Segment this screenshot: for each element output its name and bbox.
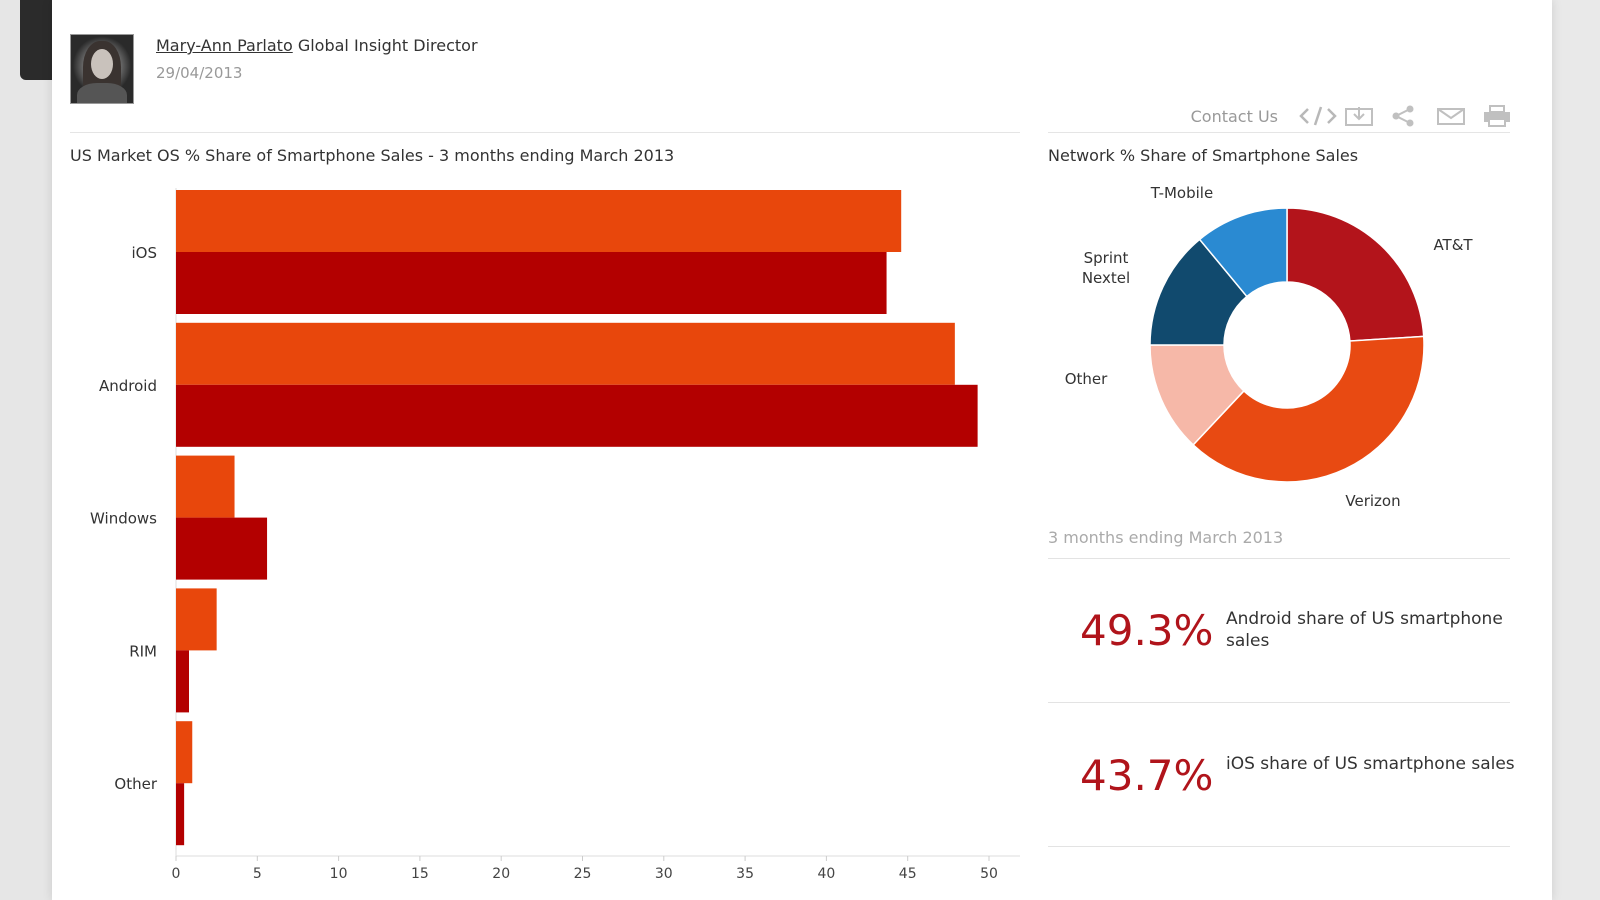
publish-date: 29/04/2013 [156,64,243,82]
x-tick-label: 10 [330,866,348,882]
x-tick-label: 5 [253,866,262,882]
print-icon[interactable] [1482,105,1510,127]
avatar-body [77,83,127,103]
bar-windows-series-2[interactable] [176,517,268,580]
x-tick-label: 35 [736,866,754,882]
x-tick-label: 20 [492,866,510,882]
donut-chart-note: 3 months ending March 2013 [1048,528,1284,547]
bar-android-series-1[interactable] [176,322,955,385]
x-tick-label: 40 [817,866,835,882]
bar-other-series-2[interactable] [176,783,185,846]
x-tick-label: 50 [980,866,998,882]
avatar [70,34,134,104]
stat-ios: 43.7% iOS share of US smartphone sales [1048,751,1515,841]
stat-android: 49.3% Android share of US smartphone sal… [1048,606,1510,696]
divider [1048,558,1510,559]
x-tick-label: 30 [655,866,673,882]
x-tick-label: 25 [574,866,592,882]
x-tick-label: 45 [899,866,917,882]
author-role: Global Insight Director [297,36,478,55]
x-tick-label: 15 [411,866,429,882]
divider [1048,132,1510,133]
donut-chart-title: Network % Share of Smartphone Sales [1048,146,1359,165]
share-icon[interactable] [1390,105,1416,127]
stat-description: iOS share of US smartphone sales [1226,754,1515,774]
category-label: Android [99,377,157,395]
category-label: Other [114,775,157,793]
bar-ios-series-1[interactable] [176,190,902,252]
author-line: Mary-Ann Parlato Global Insight Director [156,36,478,55]
donut-slice-verizon[interactable] [1192,335,1425,483]
background-left [0,0,52,900]
background-right [1552,0,1600,900]
divider [1048,702,1510,703]
divider [70,132,1020,133]
donut-label: Other [1065,370,1108,388]
background-shade [20,0,52,80]
bar-rim-series-1[interactable] [176,588,217,651]
download-icon[interactable] [1344,105,1373,127]
bar-windows-series-1[interactable] [176,455,235,518]
donut-label: Verizon [1345,492,1400,510]
network-share-donut-chart: AT&T Verizon Other Sprint Nextel T-Mobile [1065,184,1474,510]
avatar-face [91,49,113,79]
author-name-link[interactable]: Mary-Ann Parlato [156,36,293,55]
category-label: RIM [129,642,157,660]
stat-value: 43.7% [1080,751,1214,800]
stat-description: Android share of US smartphone sales [1226,609,1503,651]
bar-rim-series-2[interactable] [176,650,190,713]
donut-slice-t-mobile[interactable] [1198,207,1288,298]
bar-chart-title: US Market OS % Share of Smartphone Sales… [70,146,675,165]
embed-icon[interactable] [1298,105,1337,127]
content-card: Mary-Ann Parlato Global Insight Director… [52,0,1552,900]
donut-label: T-Mobile [1150,184,1213,202]
toolbar: Contact Us [1190,104,1510,128]
bar-android-series-2[interactable] [176,384,978,447]
bar-ios-series-2[interactable] [176,252,887,314]
contact-us-link[interactable]: Contact Us [1190,106,1278,126]
donut-slice-at-t[interactable] [1286,207,1425,342]
category-label: Windows [90,510,157,528]
os-share-bar-chart: iOS Android Windows RIM Other 0 5 10 15 20 25 30 35 4… [90,188,1020,882]
stat-value: 49.3% [1080,606,1214,655]
divider [1048,846,1510,847]
x-tick-label: 0 [172,866,181,882]
donut-label: AT&T [1433,236,1473,254]
category-label: iOS [132,244,158,262]
donut-label: Sprint Nextel [1082,249,1130,287]
bar-other-series-1[interactable] [176,721,193,784]
email-icon[interactable] [1436,105,1465,127]
